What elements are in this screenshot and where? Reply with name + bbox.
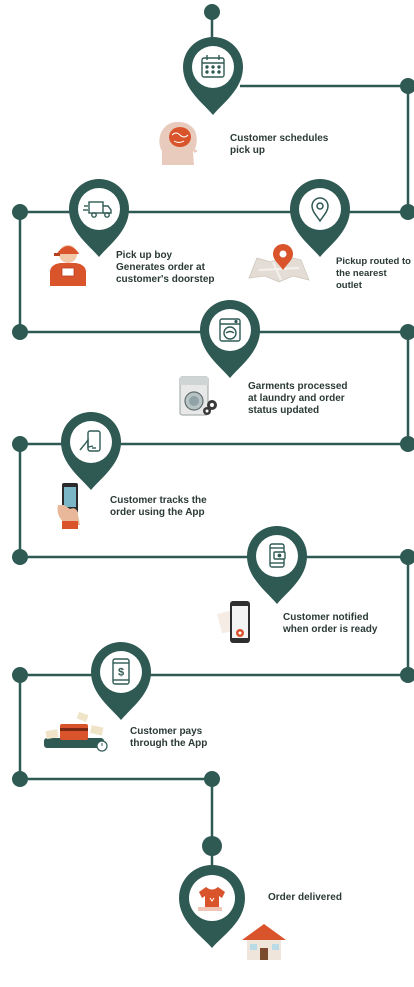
location-pin-icon — [311, 197, 329, 223]
phone-alert-icon — [216, 601, 250, 643]
pin-pays: $ — [91, 642, 151, 720]
pin-pickup-boy — [69, 179, 129, 257]
payment-card-icon — [44, 711, 108, 752]
connector-lines — [18, 12, 410, 866]
pin-processed — [200, 300, 260, 378]
step-label-tracks: Customer tracks the order using the App — [110, 495, 207, 518]
step-label-notified: Customer notified when order is ready — [283, 612, 378, 635]
pin-tracks — [61, 412, 121, 490]
pin-routed — [290, 179, 350, 257]
house-icon — [242, 924, 286, 960]
pin-schedule — [183, 37, 243, 115]
step-label-routed: Pickup routed to the nearest outlet — [336, 256, 411, 291]
step-label-delivered: Order delivered — [268, 892, 342, 903]
hand-phone-icon — [79, 430, 101, 452]
delivery-man-icon — [50, 245, 86, 286]
pin-delivered — [179, 865, 245, 948]
washing-machine-icon — [219, 318, 241, 342]
washer-gears-icon — [179, 376, 217, 416]
connector-dots — [12, 4, 414, 856]
phone-in-hand-icon — [57, 483, 80, 529]
tshirt-icon — [198, 887, 225, 911]
phone-dollar-icon — [112, 658, 130, 685]
phone-notification-icon — [269, 543, 286, 568]
pin-notified — [247, 526, 307, 604]
step-label-schedule: Customer schedules pick up — [230, 133, 329, 156]
step-label-pickup-boy: Pick up boy Generates order at customer'… — [116, 250, 215, 285]
step-label-processed: Garments processed at laundry and order … — [248, 381, 348, 416]
step-label-pays: Customer pays through the App — [130, 726, 208, 749]
delivery-truck-icon — [83, 201, 112, 218]
svg-text:$: $ — [118, 667, 124, 679]
calendar-icon — [201, 55, 225, 78]
brain-head-icon — [159, 121, 198, 165]
map-pin-icon — [248, 244, 310, 283]
